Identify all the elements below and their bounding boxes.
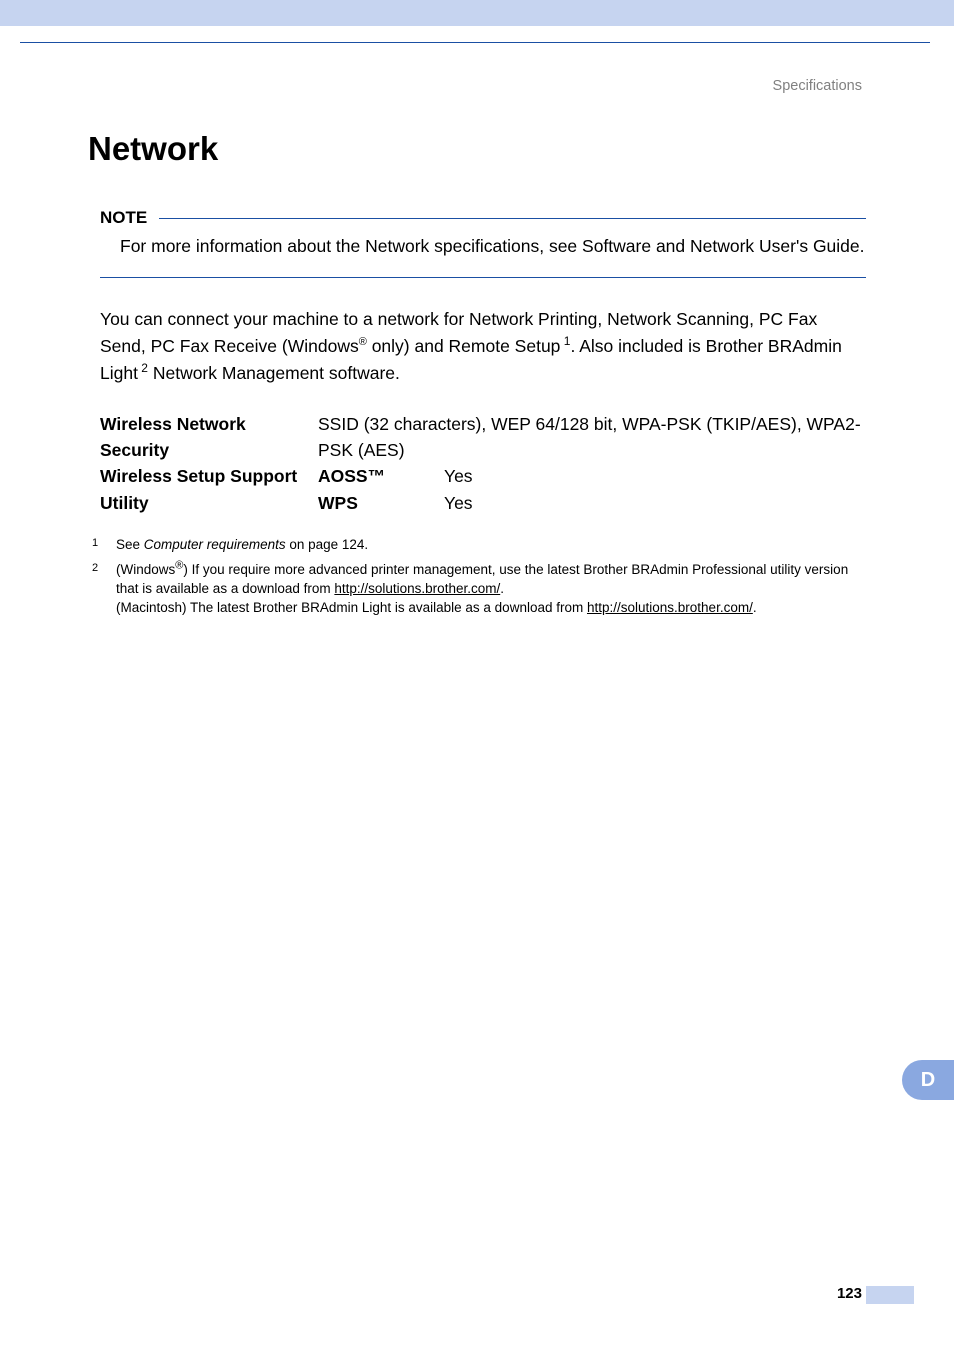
footnote-2: 2 (Windows®) If you require more advance… xyxy=(92,561,866,618)
footnote-2-body: (Windows®) If you require more advanced … xyxy=(116,561,866,618)
footnote-1: 1 See Computer requirements on page 124. xyxy=(92,536,866,555)
note-rule-bottom xyxy=(100,277,866,278)
fn1-a: See xyxy=(116,537,144,552)
spec-label-security: Wireless Network Security xyxy=(100,411,318,464)
footnote-ref-1[interactable]: 1 xyxy=(560,334,570,348)
spec-value-security: SSID (32 characters), WEP 64/128 bit, WP… xyxy=(318,411,866,464)
note-header: NOTE xyxy=(100,208,866,228)
spec-table: Wireless Network Security SSID (32 chara… xyxy=(100,411,866,516)
footnote-1-body: See Computer requirements on page 124. xyxy=(116,536,866,555)
fn2-a: (Windows xyxy=(116,562,175,577)
intro-text-b: only) and Remote Setup xyxy=(367,336,561,356)
header-section-name: Specifications xyxy=(773,78,862,94)
registered-mark: ® xyxy=(359,336,367,348)
spec-sub-wps-k: WPS xyxy=(318,490,444,516)
top-color-band xyxy=(0,0,954,26)
page-content: Network NOTE For more information about … xyxy=(88,130,866,623)
footnote-2-num: 2 xyxy=(92,561,116,618)
page-number: 123 xyxy=(837,1285,862,1302)
fn2-e: . xyxy=(753,600,757,615)
footnotes: 1 See Computer requirements on page 124.… xyxy=(92,536,866,618)
page-title: Network xyxy=(88,130,866,168)
note-rule-top xyxy=(159,218,866,219)
spec-row-security: Wireless Network Security SSID (32 chara… xyxy=(100,411,866,464)
section-tab[interactable]: D xyxy=(902,1060,954,1100)
note-label: NOTE xyxy=(100,208,159,228)
intro-paragraph: You can connect your machine to a networ… xyxy=(100,306,866,387)
spec-sub-aoss: AOSS™ Yes xyxy=(318,463,866,489)
footnote-ref-2[interactable]: 2 xyxy=(138,361,148,375)
intro-text-d: Network Management software. xyxy=(148,363,400,383)
spec-row-setup: Wireless Setup Support Utility AOSS™ Yes… xyxy=(100,463,866,516)
spec-sub-wps: WPS Yes xyxy=(318,490,866,516)
fn2-c: . xyxy=(500,581,504,596)
spec-sub-wps-v: Yes xyxy=(444,490,866,516)
fn2-link1[interactable]: http://solutions.brother.com/ xyxy=(334,581,500,596)
fn2-d: (Macintosh) The latest Brother BRAdmin L… xyxy=(116,600,587,615)
page-number-bar xyxy=(866,1286,914,1304)
fn2-link2[interactable]: http://solutions.brother.com/ xyxy=(587,600,753,615)
fn1-italic: Computer requirements xyxy=(144,537,286,552)
note-body: For more information about the Network s… xyxy=(120,234,866,259)
fn1-b: on page 124. xyxy=(286,537,369,552)
spec-value-setup: AOSS™ Yes WPS Yes xyxy=(318,463,866,516)
top-horizontal-rule xyxy=(20,42,930,43)
spec-sub-aoss-v: Yes xyxy=(444,463,866,489)
spec-sub-aoss-k: AOSS™ xyxy=(318,463,444,489)
spec-label-setup: Wireless Setup Support Utility xyxy=(100,463,318,516)
note-block: NOTE For more information about the Netw… xyxy=(88,208,866,278)
footnote-1-num: 1 xyxy=(92,536,116,555)
